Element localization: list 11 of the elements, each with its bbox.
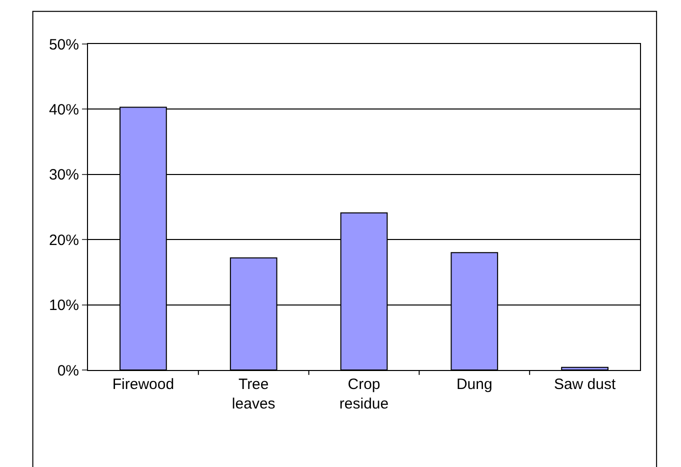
x-tick-label: Saw dust [554, 376, 616, 393]
y-tick-label: 50% [48, 36, 79, 54]
y-tick-label: 0% [57, 362, 79, 380]
y-tick-label: 10% [48, 297, 79, 314]
y-tick-label: 40% [48, 101, 79, 118]
y-tick-label: 20% [48, 232, 79, 249]
x-tick-label: Crop residue [339, 376, 389, 412]
x-tick-label: Firewood [112, 376, 174, 393]
x-tick-label: Tree leaves [232, 376, 276, 412]
x-tick-label: Dung [456, 376, 492, 393]
y-tick-label: 30% [48, 166, 79, 184]
